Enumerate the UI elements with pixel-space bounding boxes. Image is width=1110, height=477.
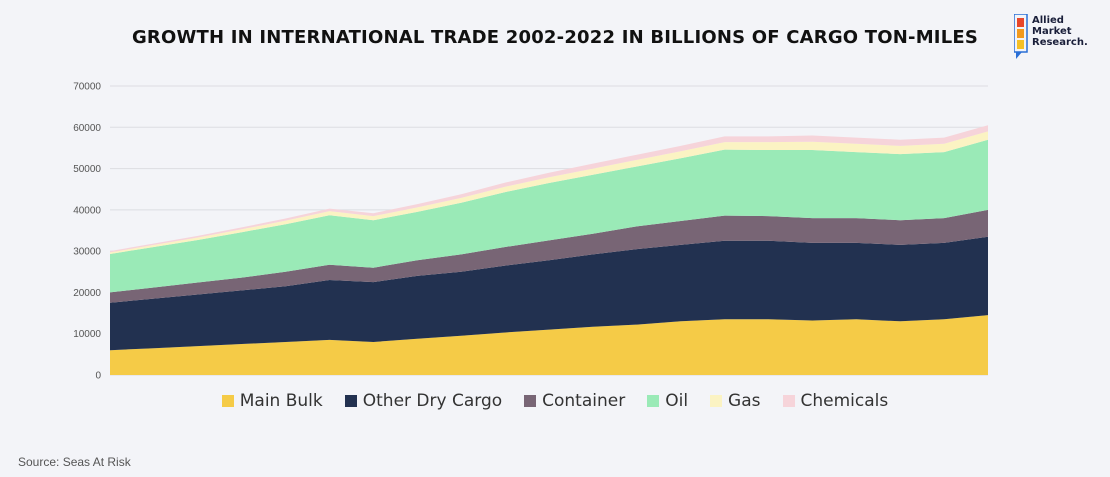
legend-item-chemicals: Chemicals xyxy=(782,391,889,411)
logo-text: Allied Market Research. xyxy=(1032,15,1088,48)
y-tick-label: 40000 xyxy=(73,205,101,216)
area-series-other-dry-cargo xyxy=(110,236,988,351)
y-tick-label: 10000 xyxy=(73,329,101,340)
legend-swatch xyxy=(221,395,234,407)
y-tick-label: 0 xyxy=(95,371,101,382)
chart-title: GROWTH IN INTERNATIONAL TRADE 2002-2022 … xyxy=(131,27,979,48)
legend-label: Gas xyxy=(728,391,761,411)
area-series-container xyxy=(110,209,988,303)
logo-mark-bar-2 xyxy=(1017,29,1024,38)
legend-item-main-bulk: Main Bulk xyxy=(221,391,323,411)
stacked-area-chart: 0 10000 20000 30000 40000 50000 60000 70000 xyxy=(73,82,988,382)
legend-label: Main Bulk xyxy=(239,391,323,411)
y-tick-label: 20000 xyxy=(73,288,101,299)
y-tick-label: 30000 xyxy=(73,247,101,258)
area-series-main-bulk xyxy=(110,315,988,375)
legend-swatch xyxy=(710,395,723,407)
legend-item-other-dry-cargo: Other Dry Cargo xyxy=(344,391,503,411)
legend-swatch xyxy=(647,395,660,407)
logo-text-line-3: Research. xyxy=(1032,37,1088,48)
legend-label: Container xyxy=(542,391,626,411)
legend-item-oil: Oil xyxy=(647,391,688,411)
legend-label: Other Dry Cargo xyxy=(362,391,503,411)
legend-label: Chemicals xyxy=(800,391,889,411)
y-tick-label: 60000 xyxy=(73,123,101,134)
logo-mark-bar-3 xyxy=(1017,40,1024,49)
y-tick-label: 50000 xyxy=(73,164,101,175)
logo-mark-icon xyxy=(1014,14,1028,59)
legend-item-gas: Gas xyxy=(710,391,761,411)
legend-swatch xyxy=(782,395,795,407)
legend-item-container: Container xyxy=(524,391,625,411)
allied-market-research-logo: Allied Market Research. xyxy=(1014,14,1100,60)
legend-label: Oil xyxy=(665,391,689,411)
y-tick-label: 70000 xyxy=(73,82,101,93)
area-series-oil xyxy=(110,139,988,293)
logo-mark-tail xyxy=(1016,52,1022,59)
logo-text-line-1: Allied xyxy=(1032,15,1064,26)
legend-swatch xyxy=(344,395,357,407)
chart-legend: Main Bulk Other Dry Cargo Container Oil Gas C… xyxy=(0,391,1110,411)
source-note: Source: Seas At Risk xyxy=(18,455,131,469)
logo-text-line-2: Market xyxy=(1032,26,1072,37)
logo-mark-bar-1 xyxy=(1017,18,1024,27)
legend-swatch xyxy=(524,395,537,407)
